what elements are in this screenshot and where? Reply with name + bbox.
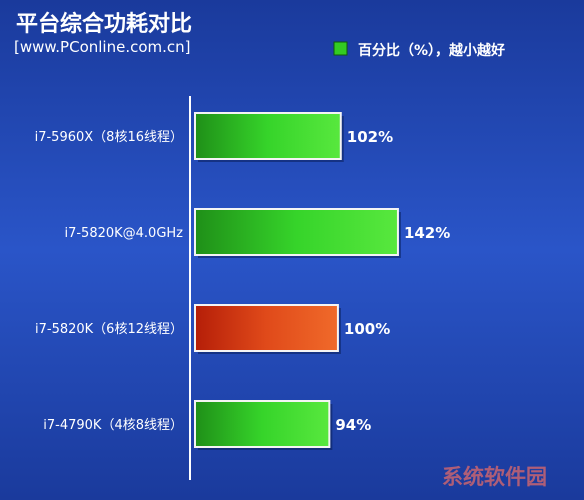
bar-1 (194, 112, 342, 160)
chart-subtitle: [www.PConline.com.cn] (14, 38, 191, 56)
value-label: 94% (335, 416, 371, 434)
legend-swatch (333, 41, 348, 56)
category-label: i7-5820K（6核12线程） (35, 322, 183, 337)
chart-title: 平台综合功耗对比 (16, 11, 192, 37)
bar-4 (194, 400, 331, 448)
category-label: i7-5820K@4.0GHz (64, 226, 183, 241)
legend-label: 百分比（%），越小越好 (358, 42, 505, 59)
category-label: i7-5960X（8核16线程） (35, 130, 183, 145)
bar-3 (194, 304, 339, 352)
watermark: 系统软件园 (442, 465, 547, 489)
bar-2 (194, 208, 399, 256)
value-label: 100% (344, 320, 390, 338)
value-label: 102% (347, 128, 393, 146)
category-label: i7-4790K（4核8线程） (43, 418, 183, 433)
bars-group: i7-5960X（8核16线程） 102% i7-5820K@4.0GHz 142% i… (35, 112, 450, 450)
value-label: 142% (404, 224, 450, 242)
